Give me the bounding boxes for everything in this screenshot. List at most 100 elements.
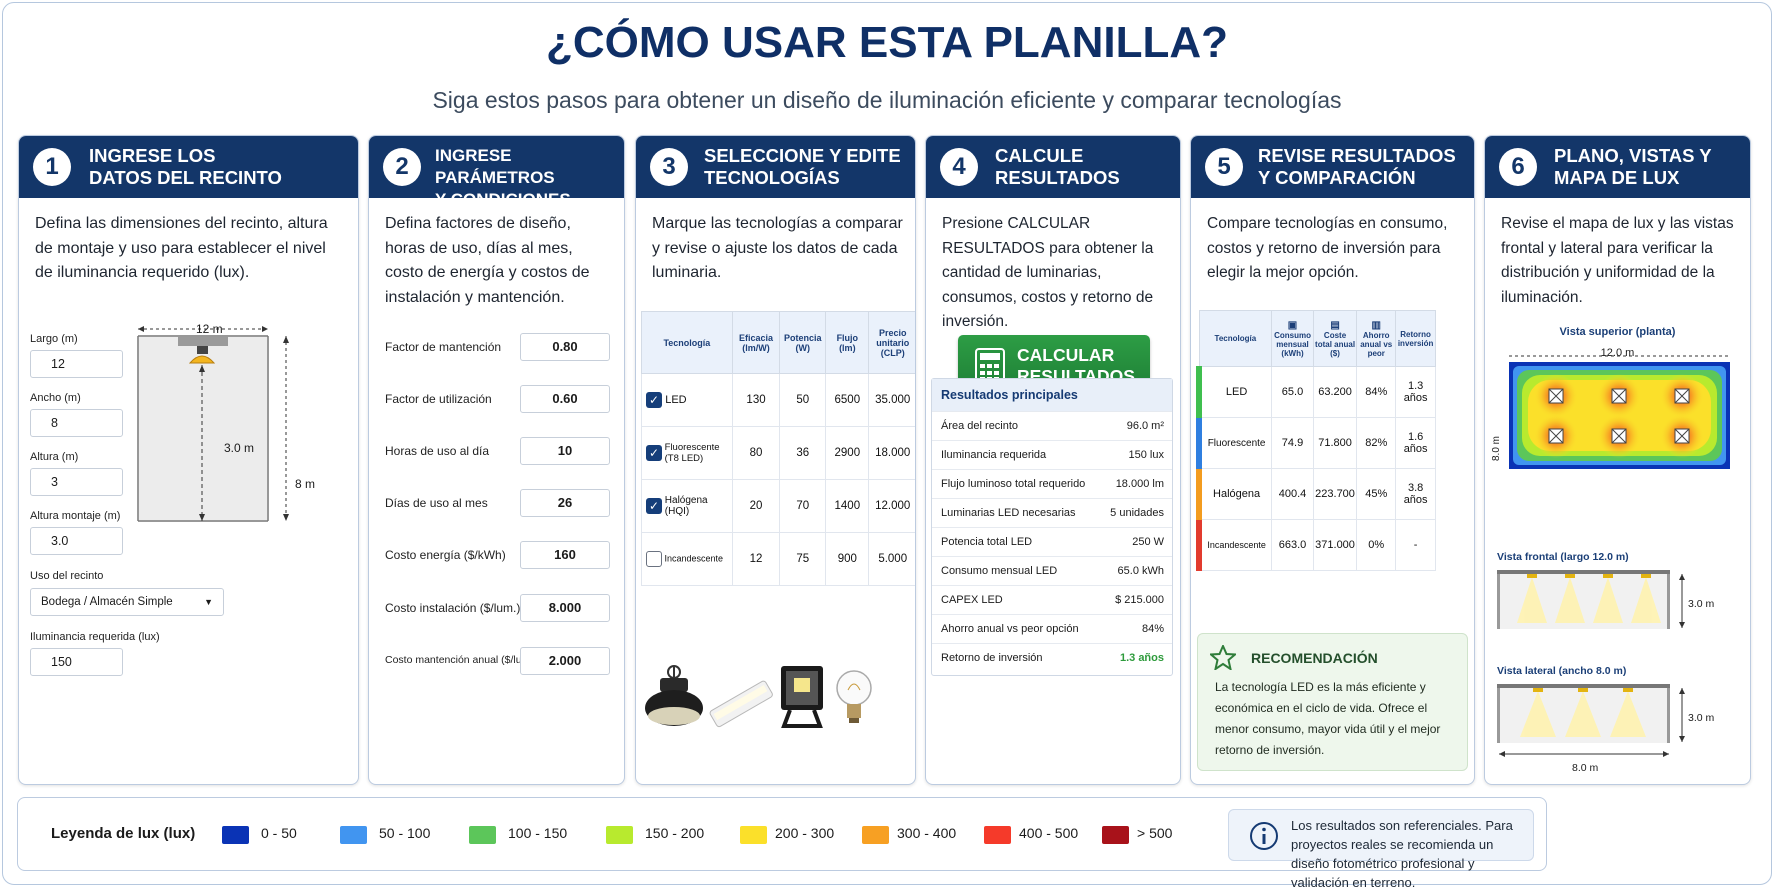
step-title-4: CALCULE RESULTADOS (995, 145, 1120, 188)
result-row: CAPEX LED $ 215.000 (932, 585, 1172, 614)
column-header: Tecnología (641, 311, 733, 374)
side-view-width: 8.0 m (1572, 762, 1599, 774)
checkbox-unchecked-icon[interactable] (646, 551, 662, 567)
legend-swatch (862, 826, 889, 844)
param-input[interactable]: 0.60 (520, 385, 610, 413)
largo-label: Largo (m) (30, 333, 78, 345)
table-row: ✓ Halógena (HQI) 20 70 1400 12.000 (641, 479, 915, 533)
checkbox-checked-icon[interactable]: ✓ (646, 498, 662, 514)
table-row: ✓ LED 130 50 6500 35.000 (641, 373, 915, 427)
largo-input[interactable]: 12 (30, 350, 123, 378)
step-number-6: 6 (1499, 148, 1537, 186)
param-input[interactable]: 2.000 (520, 647, 610, 675)
column-header: ▣ Consumo mensual (kWh) (1271, 310, 1314, 367)
step-header-5: 5 REVISE RESULTADOS Y COMPARACIÓN (1191, 136, 1474, 198)
page-title: ¿CÓMO USAR ESTA PLANILLA? (546, 18, 1228, 67)
ancho-input[interactable]: 8 (30, 409, 123, 437)
room-depth-label: 8 m (295, 477, 316, 491)
step-header-4: 4 CALCULE RESULTADOS (926, 136, 1180, 198)
luminaire-images (645, 665, 872, 728)
recommendation-box: RECOMENDACIÓN La tecnología LED es la má… (1197, 633, 1468, 771)
results-title: Resultados principales (932, 379, 1172, 411)
param-label: Horas de uso al día (385, 444, 490, 458)
column-header: ▤ Coste total anual ($) (1312, 310, 1358, 367)
disclaimer-box: Los resultados son referenciales. Para p… (1228, 809, 1534, 890)
param-label: Factor de utilización (385, 392, 492, 406)
front-view-diagram (1497, 570, 1685, 629)
uso-label: Uso del recinto (30, 570, 104, 582)
param-input[interactable]: 160 (520, 541, 610, 569)
step-description-4: Presione CALCULAR RESULTADOS para obtene… (942, 215, 1154, 330)
side-view-diagram (1497, 684, 1685, 757)
step-card-5: 5 REVISE RESULTADOS Y COMPARACIÓN Compare… (1190, 135, 1475, 785)
step-title-1: INGRESE LOS DATOS DEL RECINTO (89, 145, 282, 188)
checkbox-checked-icon[interactable]: ✓ (646, 392, 662, 408)
result-row: Luminarias LED necesarias 5 unidades (932, 498, 1172, 527)
recommendation-title: RECOMENDACIÓN (1251, 650, 1378, 666)
results-panel: Resultados principales Área del recinto 9… (931, 378, 1173, 676)
checkbox-checked-icon[interactable]: ✓ (646, 445, 662, 461)
column-header: Eficacia (lm/W) (731, 311, 781, 374)
chevron-down-icon: ▼ (204, 597, 213, 607)
param-input[interactable]: 26 (520, 489, 610, 517)
step-header-6: 6 PLANO, VISTAS Y MAPA DE LUX (1485, 136, 1750, 198)
side-view-title: Vista lateral (ancho 8.0 m) (1497, 665, 1627, 677)
info-icon (1250, 822, 1278, 850)
legend-label: 300 - 400 (897, 825, 957, 841)
result-row: Flujo luminoso total requerido 18.000 lm (932, 469, 1172, 498)
highbay-lamp-icon (645, 665, 703, 726)
step-title-5: REVISE RESULTADOS Y COMPARACIÓN (1258, 145, 1456, 188)
star-icon (1210, 645, 1236, 670)
legend-swatch (1102, 826, 1129, 844)
table-row: ✓ Fluorescente (T8 LED) 80 36 2900 18.000 (641, 426, 915, 480)
legend-label: 150 - 200 (645, 825, 705, 841)
montaje-input[interactable]: 3.0 (30, 527, 123, 555)
floodlight-icon (781, 666, 823, 728)
step-title-2: INGRESE PARÁMETROS Y CONDICIONES (435, 146, 571, 209)
front-view-title: Vista frontal (largo 12.0 m) (1497, 551, 1629, 563)
lux-map (1509, 355, 1730, 469)
legend-label: > 500 (1137, 825, 1173, 841)
param-label: Costo mantención anual ($/lum.) (385, 654, 537, 666)
page-subtitle: Siga estos pasos para obtener un diseño … (432, 87, 1342, 113)
table-row: Incandescente 663.0 371.000 0% - (1196, 519, 1436, 571)
step-description-1: Defina las dimensiones del recinto, altu… (35, 215, 328, 281)
result-row: Ahorro anual vs peor opción 84% (932, 614, 1172, 643)
altura-input[interactable]: 3 (30, 468, 123, 496)
step-description-5: Compare tecnologías en consumo, costos y… (1207, 215, 1448, 281)
technology-table: Tecnología Eficacia (lm/W) Potencia (W) … (641, 311, 915, 586)
step-header-1: 1 INGRESE LOS DATOS DEL RECINTO (19, 136, 358, 198)
step-number-2: 2 (383, 148, 421, 186)
bulb-icon: ▣ (1287, 319, 1298, 331)
legend-swatch (740, 826, 767, 844)
savings-icon: ▥ (1371, 319, 1381, 331)
lux-legend: Leyenda de lux (lux) 0 - 50 50 - 100 100… (17, 797, 1547, 890)
table-row: LED 65.0 63.200 84% 1.3 años (1196, 366, 1436, 418)
param-label: Costo energía ($/kWh) (385, 548, 506, 562)
lux-input[interactable]: 150 (30, 648, 123, 676)
step-header-3: 3 SELECCIONE Y EDITE TECNOLOGÍAS (636, 136, 915, 198)
param-label: Factor de mantención (385, 340, 502, 354)
uso-select[interactable]: Bodega / Almacén Simple ▼ (30, 588, 224, 616)
top-view-title: Vista superior (planta) (1559, 326, 1676, 338)
step-title-3: SELECCIONE Y EDITE TECNOLOGÍAS (704, 145, 901, 188)
table-row: Halógena 400.4 223.700 45% 3.8 años (1196, 468, 1436, 520)
table-row: Incandescente 12 75 900 5.000 (641, 532, 915, 586)
step-number-1: 1 (33, 148, 71, 186)
step-card-1: 1 INGRESE LOS DATOS DEL RECINTO Defina la… (18, 135, 359, 785)
step-card-2: 2 INGRESE PARÁMETROS Y CONDICIONES Defina… (368, 135, 625, 785)
column-header: Retorno inversión (1395, 310, 1436, 367)
param-input[interactable]: 0.80 (520, 333, 610, 361)
legend-swatch (340, 826, 367, 844)
side-view-height: 3.0 m (1688, 712, 1715, 724)
param-input[interactable]: 10 (520, 437, 610, 465)
step-description-6: Revise el mapa de lux y las vistas front… (1501, 215, 1734, 306)
table-row: Fluorescente 74.9 71.800 82% 1.6 años (1196, 417, 1436, 469)
step-number-4: 4 (940, 148, 978, 186)
legend-swatch (606, 826, 633, 844)
result-row: Consumo mensual LED 65.0 kWh (932, 556, 1172, 585)
front-view-height: 3.0 m (1688, 598, 1715, 610)
step-header-2: 2 INGRESE PARÁMETROS Y CONDICIONES (369, 136, 624, 209)
param-input[interactable]: 8.000 (520, 594, 610, 622)
room-width-label: 12 m (196, 322, 223, 336)
